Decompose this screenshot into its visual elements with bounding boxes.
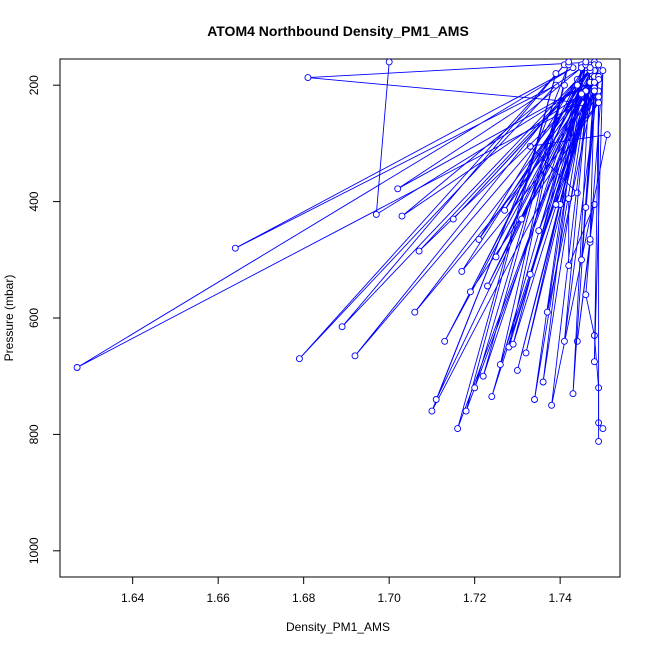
data-point — [295, 355, 303, 363]
data-point — [586, 64, 594, 72]
data-series — [73, 59, 611, 433]
data-point — [496, 361, 504, 369]
x-axis: 1.64 1.66 1.68 1.70 1.72 1.74 — [121, 577, 572, 605]
x-tick-label: 1.74 — [548, 591, 572, 605]
data-point — [394, 185, 402, 193]
data-point — [531, 396, 538, 403]
data-point — [560, 337, 568, 345]
data-point — [449, 215, 457, 223]
x-tick-label: 1.66 — [206, 591, 230, 605]
y-axis-label: Pressure (mbar) — [2, 275, 16, 362]
data-point — [488, 393, 496, 401]
data-point — [475, 235, 483, 243]
data-point — [428, 407, 436, 415]
data-series — [372, 59, 607, 445]
data-point — [578, 90, 585, 98]
data-point — [565, 195, 573, 203]
data-point — [398, 212, 406, 220]
data-point — [595, 93, 603, 101]
data-point — [552, 201, 560, 208]
series-layer — [73, 59, 611, 445]
x-tick-label: 1.72 — [463, 591, 487, 605]
data-point — [411, 308, 419, 316]
data-point — [586, 235, 594, 243]
y-tick-label: 600 — [27, 308, 41, 328]
data-point — [338, 323, 346, 331]
data-point — [522, 349, 530, 357]
data-point — [595, 99, 603, 107]
data-point — [458, 267, 466, 275]
data-point — [578, 256, 585, 264]
data-point — [595, 61, 603, 69]
data-point — [573, 189, 581, 197]
data-point — [590, 78, 598, 86]
data-point — [462, 407, 470, 415]
data-point — [599, 425, 607, 433]
x-tick-label: 1.64 — [121, 591, 145, 605]
data-point — [454, 425, 462, 433]
data-point — [441, 337, 449, 345]
data-point — [372, 210, 380, 218]
x-tick-label: 1.70 — [377, 591, 401, 605]
x-tick-label: 1.68 — [292, 591, 316, 605]
data-point — [513, 366, 521, 374]
data-point — [590, 87, 598, 95]
data-point — [548, 401, 556, 409]
data-point — [466, 288, 474, 296]
data-point — [599, 67, 607, 75]
data-point — [351, 352, 359, 360]
data-point — [590, 358, 598, 366]
data-point — [582, 59, 590, 66]
plot-frame — [59, 58, 621, 578]
data-point — [552, 70, 560, 78]
data-point — [518, 215, 526, 223]
y-tick-label: 400 — [27, 191, 41, 211]
data-point — [535, 227, 543, 235]
series-line — [375, 61, 604, 442]
data-point — [432, 396, 440, 403]
data-point — [501, 206, 509, 214]
data-point — [471, 384, 479, 392]
data-point — [603, 131, 611, 139]
data-point — [484, 282, 491, 290]
data-point — [415, 247, 423, 255]
data-point — [565, 59, 573, 66]
data-point — [479, 372, 487, 380]
data-point — [509, 340, 517, 348]
data-point — [565, 262, 573, 270]
y-tick-label: 200 — [27, 75, 41, 95]
data-point — [304, 74, 312, 82]
data-point — [539, 378, 547, 386]
y-tick-label: 1000 — [27, 537, 41, 564]
data-point — [582, 291, 590, 299]
data-point — [526, 142, 534, 150]
x-axis-label: Density_PM1_AMS — [286, 620, 390, 634]
data-point — [385, 59, 393, 66]
data-point — [543, 308, 551, 316]
data-point — [573, 81, 581, 89]
data-point — [492, 253, 500, 261]
y-tick-label: 800 — [27, 424, 41, 444]
chart-title: ATOM4 Northbound Density_PM1_AMS — [207, 23, 469, 39]
data-point — [595, 437, 603, 445]
y-axis: 200 400 600 800 1000 — [27, 75, 60, 564]
data-point — [526, 270, 534, 278]
data-point — [569, 390, 577, 398]
data-point — [582, 203, 590, 211]
data-point — [73, 364, 81, 371]
data-point — [231, 244, 239, 252]
